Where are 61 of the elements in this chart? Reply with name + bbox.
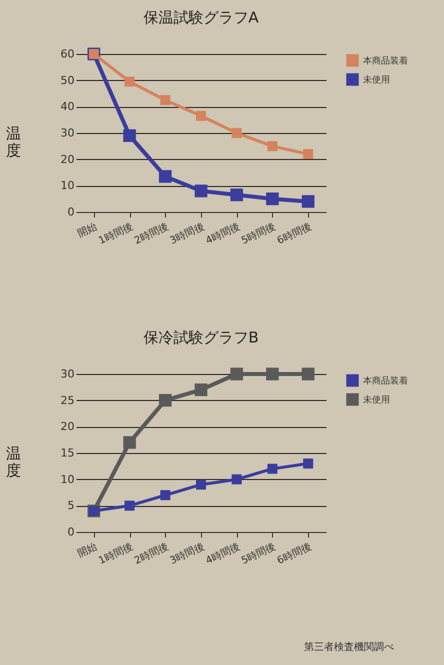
point <box>123 436 136 449</box>
x-tick-label: 6時間後 <box>275 540 314 567</box>
x-tick-label: 開始 <box>76 542 100 560</box>
y-tick-label: 40 <box>60 100 74 114</box>
point <box>158 170 172 183</box>
y-tick-label: 10 <box>60 472 74 486</box>
y-tick-label: 20 <box>60 152 74 166</box>
point <box>267 141 278 152</box>
legend-label: 本商品装着 <box>363 376 408 386</box>
point <box>160 95 170 106</box>
y-tick-label: 5 <box>68 499 74 512</box>
x-tick-label: 4時間後 <box>204 540 242 567</box>
x-tick-label: 6時間後 <box>275 220 314 247</box>
point <box>158 394 172 407</box>
legend-label: 未使用 <box>363 74 390 86</box>
x-tick-label: 4時間後 <box>204 220 242 247</box>
x-tick-label: 1時間後 <box>96 540 135 567</box>
point <box>196 480 206 490</box>
y-tick-label: 50 <box>60 74 74 87</box>
point <box>230 188 244 202</box>
x-tick-label: 5時間後 <box>240 540 278 567</box>
point <box>266 368 279 380</box>
x-tick-label: 開始 <box>76 222 100 240</box>
y-tick-label: 15 <box>60 446 74 460</box>
point <box>303 149 314 160</box>
chart-title: 保冷試験グラフB <box>143 328 259 347</box>
point <box>266 192 279 206</box>
x-tick-label: 5時間後 <box>240 220 278 247</box>
legend-label: 未使用 <box>363 394 390 406</box>
point <box>194 184 208 198</box>
point <box>232 474 242 484</box>
point <box>267 464 278 474</box>
y-tick-label: 60 <box>60 48 74 60</box>
x-tick-label: 1時間後 <box>96 220 135 247</box>
point <box>160 490 170 500</box>
y-tick-label: 20 <box>60 420 74 434</box>
point <box>230 368 244 380</box>
point <box>303 458 314 469</box>
y-axis-title: 温度 <box>6 124 22 160</box>
x-tick-label: 2時間後 <box>132 540 170 567</box>
y-tick-label: 25 <box>60 394 74 407</box>
x-tick-label: 2時間後 <box>132 220 170 247</box>
point <box>196 110 206 121</box>
point <box>194 383 208 396</box>
point <box>302 195 314 208</box>
point <box>123 129 136 142</box>
legend-label: 本商品装着 <box>363 56 408 66</box>
point <box>124 76 135 87</box>
y-tick-label: 30 <box>60 368 74 380</box>
y-axis-title: 温度 <box>6 444 22 480</box>
y-tick-label: 0 <box>68 206 74 218</box>
point <box>124 500 135 511</box>
x-tick-label: 3時間後 <box>168 540 206 567</box>
chart-title: 保温試験グラフA <box>143 8 260 27</box>
y-tick-label: 30 <box>60 126 74 140</box>
y-tick-label: 10 <box>60 179 74 192</box>
text: 第三者検査機関調べ <box>303 640 395 654</box>
x-tick-label: 3時間後 <box>168 220 206 247</box>
point <box>232 128 242 138</box>
point <box>302 368 314 380</box>
y-tick-label: 0 <box>68 526 74 538</box>
